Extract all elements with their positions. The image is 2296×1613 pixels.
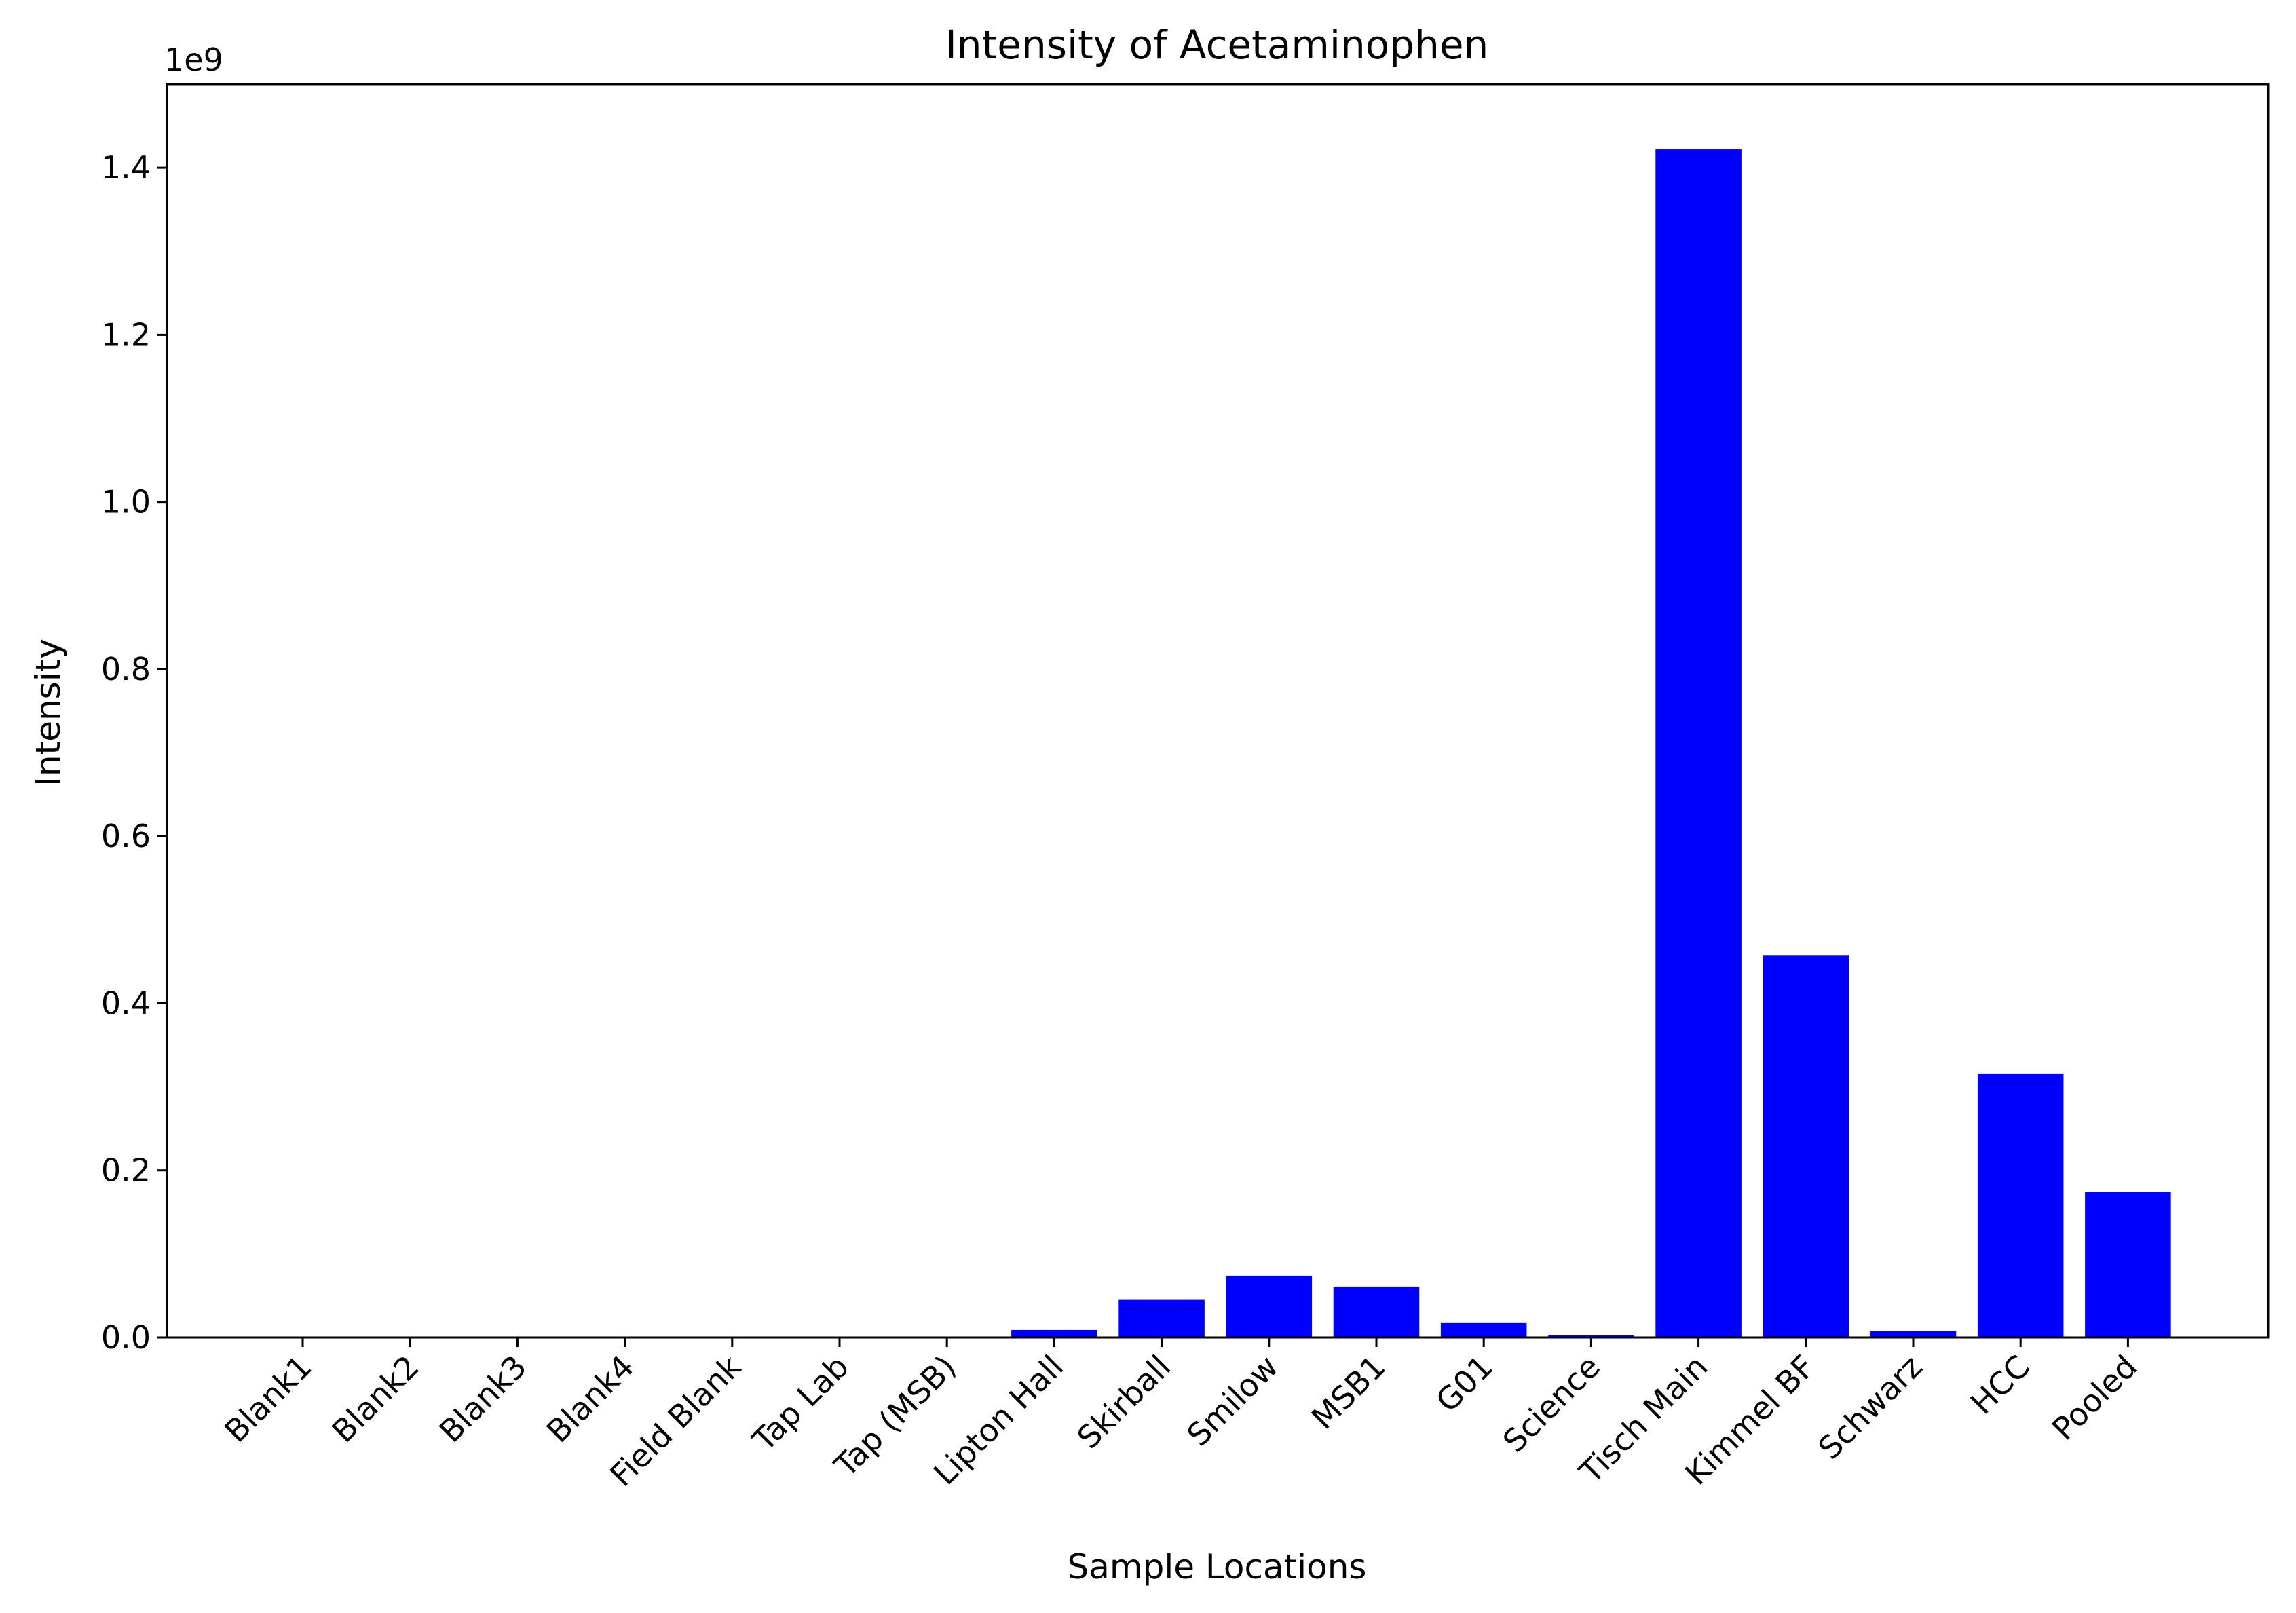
bar-17 xyxy=(2085,1192,2171,1337)
y-axis-label: Intensity xyxy=(29,639,68,786)
y-tick-label: 1.2 xyxy=(101,316,151,353)
bar-15 xyxy=(1870,1331,1957,1337)
bar-10 xyxy=(1333,1286,1420,1337)
bar-8 xyxy=(1118,1299,1205,1337)
bar-14 xyxy=(1763,955,1849,1337)
y-tick-label: 1.4 xyxy=(101,149,151,186)
x-axis-label: Sample Locations xyxy=(1068,1547,1367,1587)
y-tick-label: 0.6 xyxy=(101,818,151,854)
y-tick-label: 1.0 xyxy=(101,484,151,520)
bar-13 xyxy=(1655,149,1742,1338)
bar-12 xyxy=(1548,1335,1634,1337)
bars-group xyxy=(1011,149,2171,1338)
y-tick-label: 0.0 xyxy=(101,1319,151,1356)
y-tick-label: 0.8 xyxy=(101,651,151,687)
y-tick-label: 0.4 xyxy=(101,985,151,1021)
bar-7 xyxy=(1011,1329,1097,1337)
y-offset-label: 1e9 xyxy=(164,41,223,78)
bar-9 xyxy=(1226,1275,1313,1337)
chart-title: Intensity of Acetaminophen xyxy=(945,22,1489,68)
y-tick-label: 0.2 xyxy=(101,1152,151,1189)
y-axis: 0.0 0.2 0.4 0.6 0.8 1.0 1.2 1.4 xyxy=(101,149,167,1356)
plot-frame xyxy=(166,83,2270,1339)
bar-11 xyxy=(1440,1322,1527,1337)
bar-16 xyxy=(1977,1073,2064,1337)
